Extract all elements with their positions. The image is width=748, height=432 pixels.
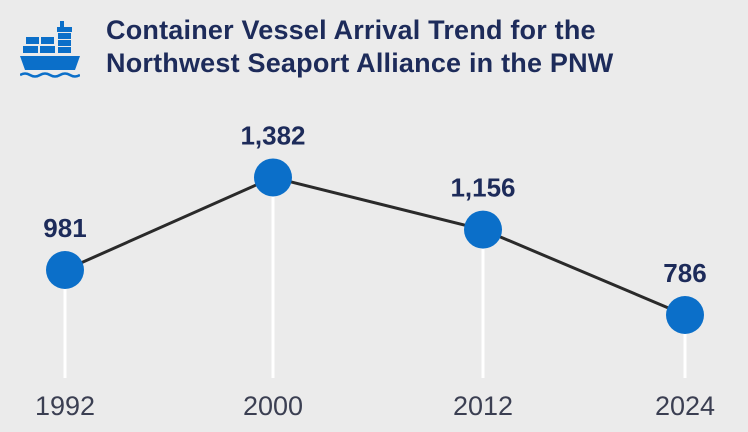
container-ship-icon [20, 21, 80, 78]
title-line-1: Container Vessel Arrival Trend for the [106, 15, 596, 45]
value-label-2024: 786 [663, 258, 706, 288]
value-label-2000: 1,382 [240, 120, 305, 150]
x-tick-label-2000: 2000 [243, 391, 303, 421]
value-label-2012: 1,156 [450, 173, 515, 203]
title-line-2: Northwest Seaport Alliance in the PNW [106, 48, 614, 78]
data-point-1992 [46, 251, 84, 289]
data-point-2012 [464, 210, 502, 249]
data-point-2000 [254, 158, 292, 197]
x-tick-label-2012: 2012 [453, 391, 513, 421]
x-tick-label-2024: 2024 [655, 391, 715, 421]
data-point-2024 [666, 296, 704, 334]
x-tick-label-1992: 1992 [35, 391, 95, 421]
chart-title: Container Vessel Arrival Trend for the N… [106, 14, 706, 80]
trend-line [64, 175, 686, 317]
header: Container Vessel Arrival Trend for the N… [20, 14, 706, 82]
value-label-1992: 981 [43, 213, 86, 243]
